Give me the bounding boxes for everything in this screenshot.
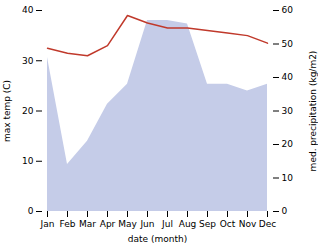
svg-text:40: 40 bbox=[282, 72, 294, 82]
svg-text:Nov: Nov bbox=[239, 219, 257, 229]
svg-text:Dec: Dec bbox=[259, 219, 276, 229]
svg-text:Sep: Sep bbox=[199, 219, 216, 229]
svg-text:10: 10 bbox=[22, 156, 34, 166]
svg-text:Jul: Jul bbox=[161, 219, 173, 229]
svg-text:20: 20 bbox=[22, 106, 34, 116]
svg-text:60: 60 bbox=[282, 5, 294, 15]
svg-text:30: 30 bbox=[22, 56, 34, 66]
svg-text:med. precipitation (kg/m2): med. precipitation (kg/m2) bbox=[308, 51, 318, 172]
svg-text:10: 10 bbox=[282, 173, 294, 183]
svg-text:Aug: Aug bbox=[179, 219, 197, 229]
svg-text:50: 50 bbox=[282, 39, 294, 49]
svg-text:Mar: Mar bbox=[79, 219, 96, 229]
svg-text:20: 20 bbox=[282, 139, 294, 149]
svg-text:0: 0 bbox=[282, 206, 288, 216]
svg-text:40: 40 bbox=[22, 5, 34, 15]
svg-text:Jun: Jun bbox=[139, 219, 154, 229]
svg-text:max temp (C): max temp (C) bbox=[2, 80, 12, 142]
svg-text:Oct: Oct bbox=[220, 219, 236, 229]
svg-text:date (month): date (month) bbox=[128, 234, 187, 244]
svg-text:0: 0 bbox=[28, 206, 34, 216]
svg-text:Feb: Feb bbox=[60, 219, 76, 229]
svg-text:May: May bbox=[118, 219, 137, 229]
svg-text:Jan: Jan bbox=[40, 219, 55, 229]
svg-text:30: 30 bbox=[282, 106, 294, 116]
svg-text:Apr: Apr bbox=[100, 219, 116, 229]
